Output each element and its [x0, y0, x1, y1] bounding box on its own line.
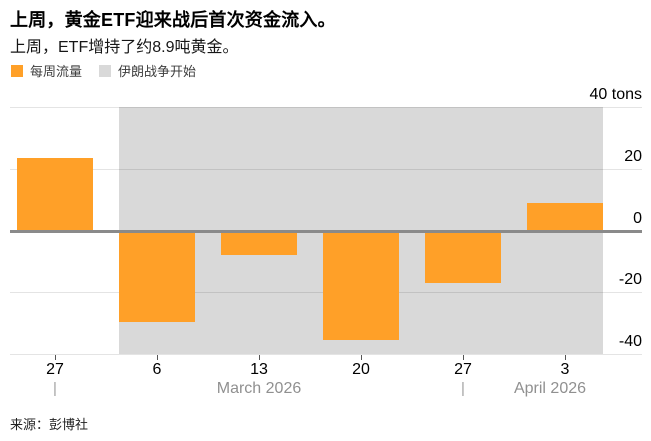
x-tick [55, 355, 56, 360]
y-tick-label: 20 [624, 148, 642, 165]
x-tick [259, 355, 260, 360]
legend-item-weekly-flows: 每周流量 [11, 61, 82, 80]
gridline [10, 169, 642, 170]
weekly-flows-swatch-icon [11, 64, 23, 77]
x-tick-label: 13 [250, 361, 268, 378]
x-tick-label: 27 [46, 361, 64, 378]
y-tick-label: -40 [618, 333, 642, 350]
month-separator: | [461, 380, 465, 397]
legend: 每周流量 伊朗战争开始 [11, 61, 196, 80]
x-tick-label: 3 [560, 361, 570, 378]
bar [425, 231, 501, 283]
chart-subtitle: 上周，ETF增持了约8.9吨黄金。 [10, 39, 239, 56]
x-tick-label: 6 [152, 361, 162, 378]
iran-war-start-swatch-icon [99, 64, 112, 77]
y-tick-label: 40 tons [589, 86, 642, 103]
zero-line [10, 229, 642, 233]
y-tick-label: -20 [618, 271, 642, 288]
month-separator: | [53, 380, 57, 397]
gridline [10, 107, 642, 108]
legend-label-weekly-flows: 每周流量 [30, 64, 83, 79]
x-tick [463, 355, 464, 360]
month-label: March 2026 [216, 380, 302, 397]
page-title: 上周，黄金ETF迎来战后首次资金流入。 [10, 10, 336, 30]
x-tick-label: 27 [454, 361, 472, 378]
legend-label-iran-war-start: 伊朗战争开始 [118, 64, 197, 79]
source-note: 来源：彭博社 [10, 417, 89, 432]
bar [323, 231, 399, 340]
bar [17, 158, 93, 230]
y-tick-label: 0 [633, 210, 642, 227]
x-tick [361, 355, 362, 360]
bar [527, 203, 603, 230]
legend-item-iran-war-start: 伊朗战争开始 [99, 61, 196, 80]
x-tick-label: 20 [352, 361, 370, 378]
x-tick [565, 355, 566, 360]
month-label: April 2026 [513, 380, 587, 397]
bar [119, 231, 195, 322]
bar [221, 231, 297, 255]
x-tick [157, 355, 158, 360]
gridline [10, 354, 642, 355]
